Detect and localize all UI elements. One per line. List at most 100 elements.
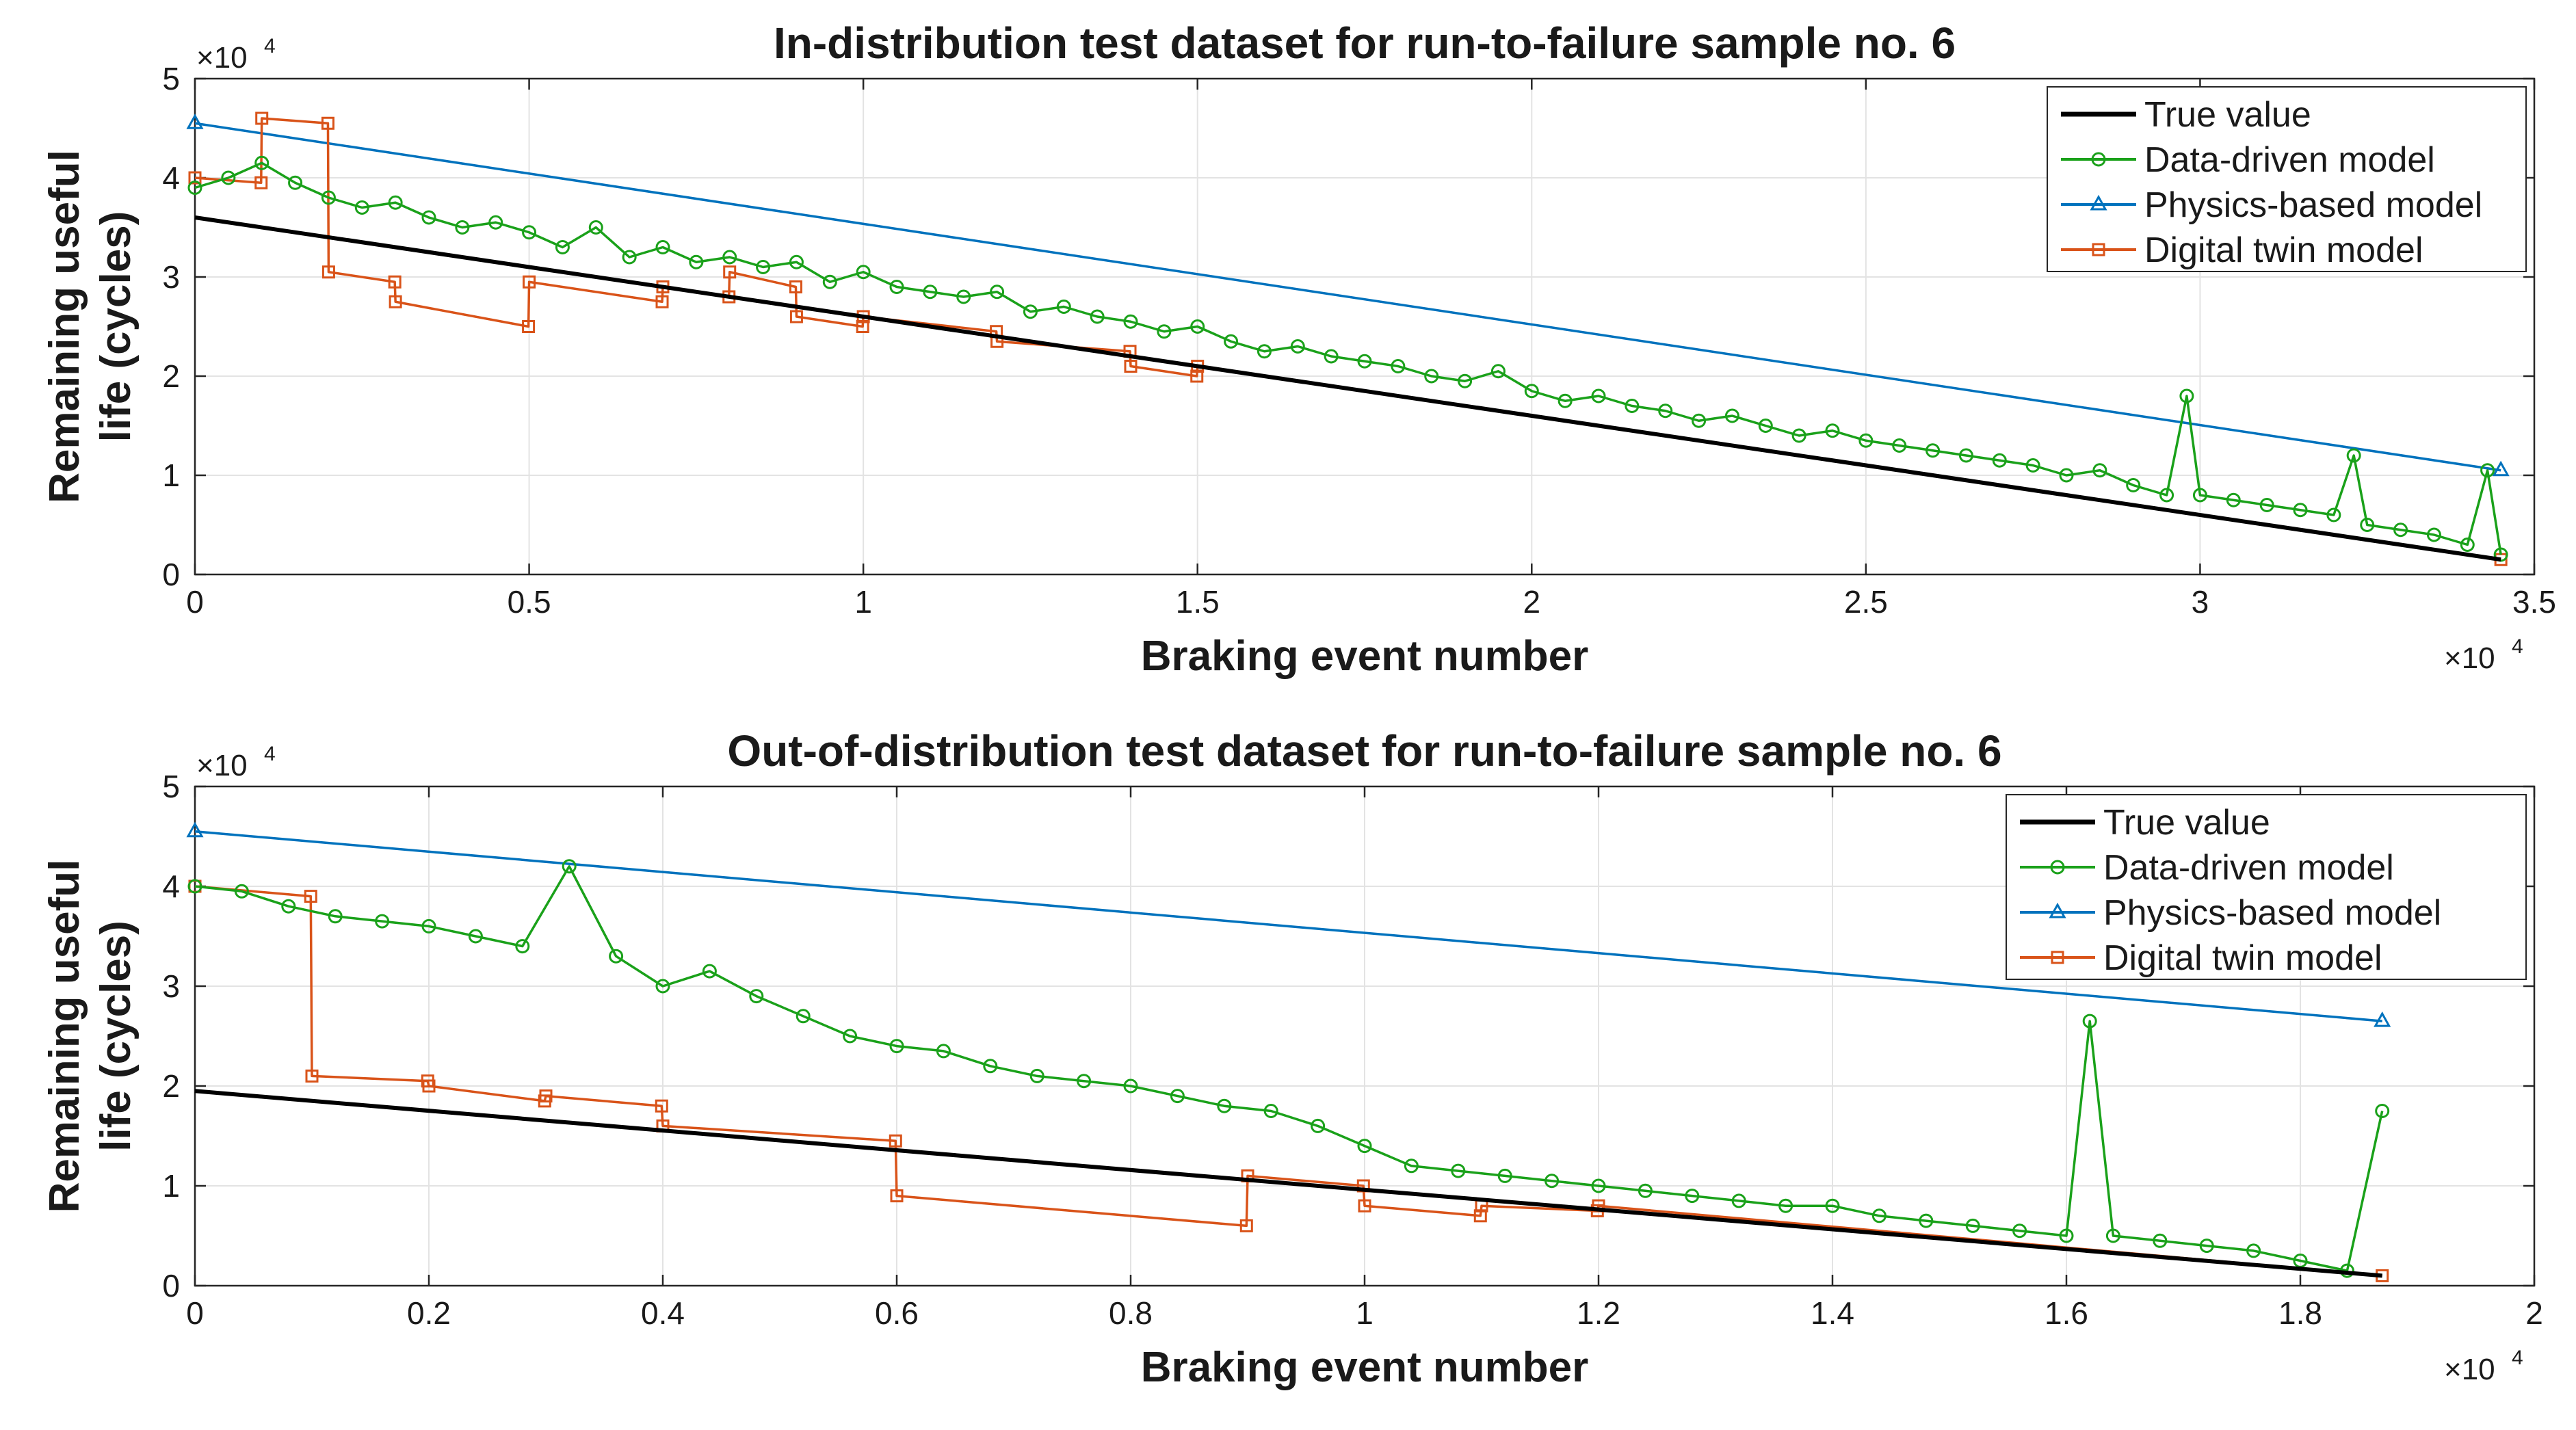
data-point [889,280,904,294]
data-point [388,275,402,289]
legend-label: Digital twin model [2144,230,2423,270]
chart-title: Out-of-distribution test dataset for run… [727,726,2001,776]
data-point [187,181,202,195]
data-point [2375,1104,2390,1118]
data-point [288,175,303,190]
data-point [304,890,317,903]
data-point [588,220,603,235]
y-axis-label-line2: life (cycles) [92,211,140,442]
x-tick-label: 1.4 [1811,1295,1854,1331]
x-exponent-label: ×10 [2444,641,2495,675]
x-tick-label: 1.8 [2278,1295,2322,1331]
data-point [255,111,269,125]
y-tick-label: 3 [162,968,180,1004]
data-point [2326,507,2341,522]
chart-in-distribution: 0 0.5 1 1.5 2 2.5 3 3.5 0 1 2 3 4 5 ×10 4 ×10 4 In-distrib… [41,18,2556,680]
x-tick-label: 3.5 [2512,584,2556,620]
data-point [488,215,503,230]
x-exponent-label: ×10 [2444,1353,2495,1386]
data-point [990,284,1005,300]
legend-marker [2049,902,2066,918]
data-point [2492,460,2510,477]
y-tick-label: 0 [162,557,180,592]
data-point [455,220,470,235]
data-point [354,200,369,215]
data-point [889,1039,904,1054]
data-point [622,250,637,265]
data-point [1404,1158,1419,1174]
data-point [722,250,737,265]
legend-label: Data-driven model [2103,848,2394,888]
series-line [194,117,2501,561]
series-line [194,161,2502,555]
data-point [1731,1193,1746,1208]
data-point [1324,349,1339,364]
data-point [1926,443,1941,458]
data-point [936,1044,951,1059]
data-point [789,310,803,323]
y-axis-label-line2: life (cycles) [92,921,140,1152]
data-point [2059,468,2074,483]
data-point [1023,304,1038,319]
series-line [194,830,2382,1022]
data-point [515,939,530,954]
legend-box [2006,794,2527,980]
data-point [1658,403,1673,419]
data-point [749,989,764,1004]
data-point [2480,463,2495,478]
data-point [1791,428,1806,443]
data-point [1591,1178,1606,1193]
data-point [889,1134,902,1148]
data-point [188,171,202,185]
data-point [522,320,536,333]
data-point [1124,360,1138,373]
y-tick-label: 1 [162,1168,180,1204]
x-axis-label: Braking event number [1141,633,1589,680]
y-tick-label: 2 [162,1068,180,1104]
data-point [1077,1074,1092,1089]
x-exponent-power: 4 [2512,635,2523,658]
data-point [321,265,335,279]
data-point [2426,527,2441,542]
axes-box [194,77,2536,576]
data-point [1123,1078,1138,1094]
x-tick-label: 2 [1523,584,1540,620]
data-point [281,899,296,914]
data-point [1257,344,1272,359]
data-point [1965,1218,1980,1233]
data-point [789,254,804,269]
legend-label: True value [2103,803,2270,843]
data-point [1290,339,1305,354]
data-point [2199,1239,2214,1254]
data-point [2092,463,2107,478]
data-point [186,821,204,838]
data-point [1825,423,1840,438]
series-line [194,122,2501,472]
y-tick-label: 5 [162,61,180,96]
data-point [1391,359,1406,373]
y-tick-label: 5 [162,769,180,804]
legend-box [2047,86,2527,272]
data-point [1458,373,1473,388]
data-point [1497,1168,1512,1183]
data-point [789,280,802,293]
data-point [655,240,670,254]
series-line [194,215,2501,562]
data-point [723,265,737,279]
data-point [1157,324,1172,339]
legend: True value Data-driven model Physics-based… [2047,86,2527,272]
data-point [1090,309,1105,324]
data-point [2393,522,2408,538]
data-point [655,295,669,308]
y-exponent-label: ×10 [196,41,248,75]
data-point [539,1089,553,1103]
data-point [321,116,334,130]
y-axis-label-line1: Remaining useful [41,150,88,503]
data-point [856,265,871,280]
data-point [1263,1104,1278,1118]
x-tick-label: 0.8 [1109,1295,1153,1331]
data-point [1424,369,1439,384]
data-point [2153,1233,2168,1248]
data-point [234,884,249,899]
